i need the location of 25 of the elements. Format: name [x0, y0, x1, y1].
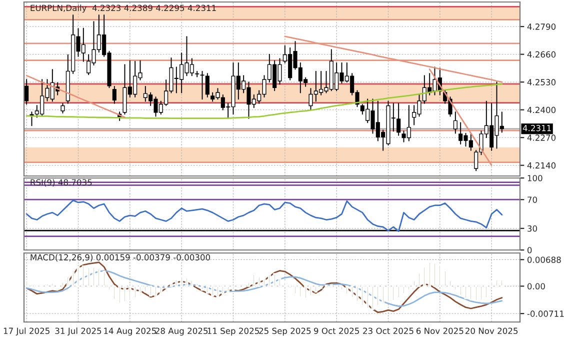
y-tick-label: 0.00688 [527, 256, 561, 263]
x-tick-label: 9 Oct 2025 [314, 328, 359, 334]
y-tick-label: 4.2400 [527, 106, 556, 114]
x-tick-label: 6 Nov 2025 [416, 328, 464, 334]
ref-line-label: 4.2311 [522, 124, 551, 132]
y-tick-label: 4.2270 [527, 134, 556, 141]
y-tick-label: 30 [528, 225, 537, 232]
y-tick-label: 4.2660 [527, 51, 556, 58]
x-tick-label: 17 Jul 2025 [4, 328, 50, 336]
x-tick-label: 20 Nov 2025 [466, 328, 518, 334]
y-tick-label: 0 [527, 246, 532, 254]
y-tick-label: 100 [528, 174, 542, 182]
x-tick-label: 23 Oct 2025 [363, 328, 414, 334]
y-tick-label: 0.00 [527, 283, 545, 290]
x-tick-label: 25 Sep 2025 [259, 328, 311, 336]
y-tick-label: -0.00711 [527, 310, 564, 317]
x-tick-label: 11 Sep 2025 [208, 328, 259, 336]
chart-title: MACD(12,26,9) 0.00159 -0.00379 -0.00300 [30, 254, 210, 262]
x-tick-label: 14 Aug 2025 [104, 328, 156, 336]
x-tick-label: 28 Aug 2025 [156, 328, 208, 336]
x-tick-label: 31 Jul 2025 [55, 328, 102, 336]
y-tick-label: 70 [528, 196, 537, 203]
y-tick-label: 4.2790 [527, 24, 556, 30]
y-tick-label: 4.2530 [527, 79, 556, 86]
y-tick-label: 4.2140 [527, 162, 556, 169]
